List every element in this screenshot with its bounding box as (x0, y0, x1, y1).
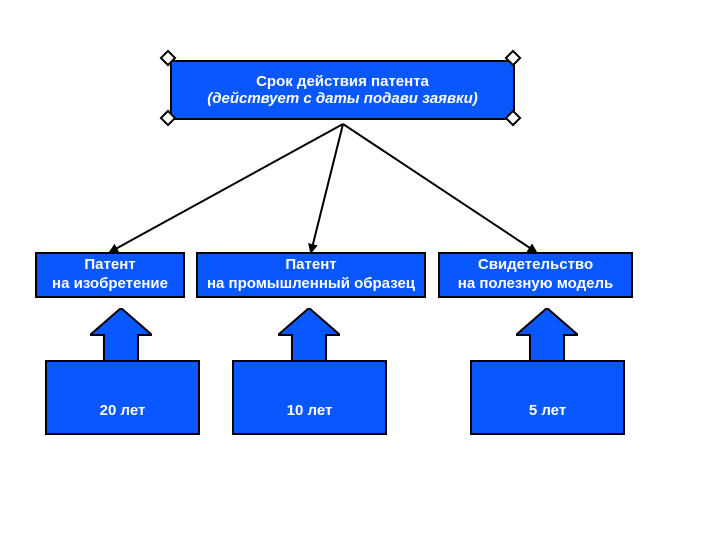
duration-label: 20 лет (100, 402, 146, 419)
branch-box: Патент на изобретение (35, 252, 185, 298)
up-arrow-icon (278, 308, 340, 368)
branch-label-line: Свидетельство (440, 256, 631, 275)
branch-label-line: на промышленный образец (198, 275, 424, 294)
duration-box: 20 лет (45, 360, 200, 435)
branch-label-line: Патент (198, 256, 424, 275)
up-arrow-icon (516, 308, 578, 368)
up-arrow-icon (90, 308, 152, 368)
duration-box: 10 лет (232, 360, 387, 435)
branch-label-line: на изобретение (37, 275, 183, 294)
branch-label-line: Патент (37, 256, 183, 275)
duration-box: 5 лет (470, 360, 625, 435)
duration-label: 10 лет (287, 402, 333, 419)
title-line2: (действует с даты подави заявки) (172, 90, 513, 107)
title-line1: Срок действия патента (172, 73, 513, 90)
branch-box: Свидетельство на полезную модель (438, 252, 633, 298)
branch-box: Патент на промышленный образец (196, 252, 426, 298)
title-box: Срок действия патента (действует с даты … (170, 60, 515, 120)
branch-label-line: на полезную модель (440, 275, 631, 294)
duration-label: 5 лет (529, 402, 566, 419)
